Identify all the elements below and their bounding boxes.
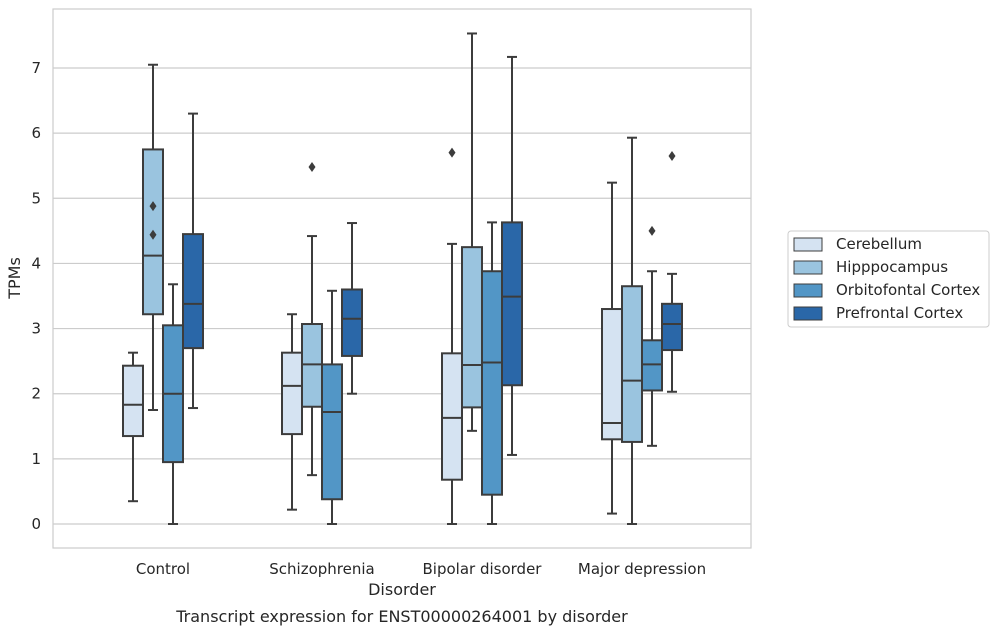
box-group bbox=[301, 162, 323, 477]
outlier-point bbox=[668, 150, 676, 161]
x-tick-label: Major depression bbox=[578, 560, 706, 578]
box bbox=[661, 302, 683, 352]
boxes bbox=[122, 32, 683, 525]
legend-swatch bbox=[793, 283, 823, 298]
outlier-point bbox=[648, 225, 656, 236]
y-tick-label: 2 bbox=[31, 385, 41, 403]
plot-frame bbox=[52, 8, 752, 549]
chart-title: Transcript expression for ENST0000026400… bbox=[175, 607, 628, 626]
box-group bbox=[661, 150, 683, 393]
y-tick-label: 6 bbox=[31, 124, 41, 142]
y-axis-label: TPMs bbox=[5, 257, 24, 300]
y-axis-ticks: 0 1 2 3 4 5 6 7 bbox=[31, 59, 41, 533]
outlier-point bbox=[308, 162, 316, 173]
legend-frame bbox=[787, 230, 990, 328]
legend-label: Cerebellum bbox=[836, 235, 922, 253]
box bbox=[321, 363, 343, 501]
legend-label: Hipppocampus bbox=[836, 258, 948, 276]
box-group bbox=[122, 351, 144, 503]
box bbox=[501, 221, 523, 387]
box-group bbox=[162, 283, 184, 525]
box bbox=[441, 352, 463, 481]
box-group bbox=[481, 221, 503, 525]
outlier-point bbox=[149, 201, 157, 212]
box-group bbox=[281, 313, 303, 511]
box-group bbox=[321, 289, 343, 525]
box bbox=[621, 285, 643, 443]
box bbox=[122, 364, 144, 438]
x-tick-label: Schizophrenia bbox=[269, 560, 374, 578]
y-tick-label: 7 bbox=[31, 59, 41, 77]
box bbox=[601, 308, 623, 441]
x-tick-label: Control bbox=[136, 560, 190, 578]
x-axis-label: Disorder bbox=[368, 580, 436, 599]
legend-swatch bbox=[793, 237, 823, 252]
outlier-point bbox=[448, 147, 456, 158]
box bbox=[281, 351, 303, 436]
x-tick-label: Bipolar disorder bbox=[423, 560, 543, 578]
box bbox=[461, 246, 483, 409]
box-group bbox=[461, 32, 483, 432]
legend-label: Prefrontal Cortex bbox=[836, 304, 963, 322]
x-axis-ticks: Control Schizophrenia Bipolar disorder Majo… bbox=[136, 560, 706, 578]
box bbox=[341, 288, 363, 357]
box bbox=[182, 233, 204, 350]
box-group bbox=[641, 225, 663, 447]
box-group bbox=[142, 63, 164, 411]
outlier-point bbox=[149, 229, 157, 240]
y-tick-label: 5 bbox=[31, 189, 41, 207]
legend: Cerebellum Hipppocampus Orbitofontal Corte… bbox=[787, 230, 990, 328]
box-group bbox=[182, 112, 204, 410]
box-group bbox=[341, 222, 363, 395]
y-tick-label: 3 bbox=[31, 320, 41, 338]
box-group bbox=[441, 147, 463, 525]
y-tick-label: 4 bbox=[31, 254, 41, 272]
legend-label: Orbitofontal Cortex bbox=[836, 281, 980, 299]
box-group bbox=[501, 55, 523, 456]
legend-swatch bbox=[793, 306, 823, 321]
y-tick-label: 0 bbox=[31, 515, 41, 533]
box bbox=[481, 270, 503, 496]
legend-swatch bbox=[793, 260, 823, 275]
y-tick-label: 1 bbox=[31, 450, 41, 468]
